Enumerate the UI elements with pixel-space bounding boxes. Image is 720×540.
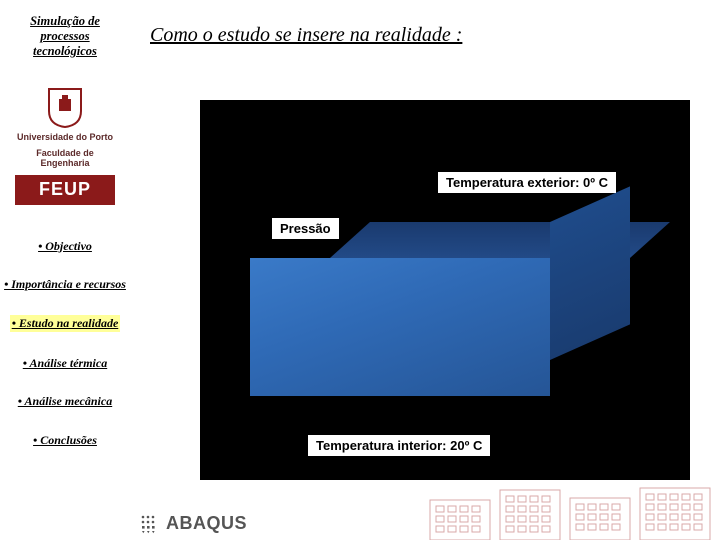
building-icon [420, 480, 720, 540]
university-logo-block: Universidade do Porto Faculdade de Engen… [15, 85, 115, 205]
box-side-face [550, 186, 630, 360]
course-line2: processos [30, 29, 100, 44]
main-content: Como o estudo se insere na realidade : T… [130, 0, 720, 540]
label-temp-interior: Temperatura interior: 20º C [308, 435, 490, 456]
course-line3: tecnológicos [30, 44, 100, 59]
faculty-label: Faculdade de Engenharia [15, 149, 115, 169]
box-front-face [250, 258, 550, 396]
label-temp-exterior: Temperatura exterior: 0º C [438, 172, 616, 193]
abaqus-text: ABAQUS [166, 513, 247, 534]
feup-text: FEUP [39, 179, 91, 200]
feup-logo: FEUP [15, 175, 115, 205]
abaqus-logo: ABAQUS [140, 513, 247, 534]
nav-items: • Objectivo • Importância e recursos • E… [0, 239, 130, 447]
nav-termica[interactable]: • Análise térmica [23, 356, 107, 370]
nav-estudo[interactable]: • Estudo na realidade [10, 315, 121, 331]
slide-title: Como o estudo se insere na realidade : [150, 24, 462, 47]
nav-mecanica[interactable]: • Análise mecânica [18, 394, 112, 408]
university-label: Universidade do Porto [15, 133, 115, 143]
nav-conclusoes[interactable]: • Conclusões [33, 433, 97, 447]
abaqus-icon [140, 514, 160, 534]
label-pressao: Pressão [272, 218, 339, 239]
nav-objectivo[interactable]: • Objectivo [38, 239, 92, 253]
course-title: Simulação de processos tecnológicos [30, 14, 100, 59]
sidebar: Simulação de processos tecnológicos Univ… [0, 0, 130, 540]
course-line1: Simulação de [30, 14, 100, 29]
slide: Simulação de processos tecnológicos Univ… [0, 0, 720, 540]
crest-icon [45, 85, 85, 129]
render-area: Temperatura exterior: 0º C Pressão Tempe… [200, 100, 690, 480]
footer: ABAQUS [0, 498, 720, 540]
nav-importancia[interactable]: • Importância e recursos [4, 277, 126, 291]
